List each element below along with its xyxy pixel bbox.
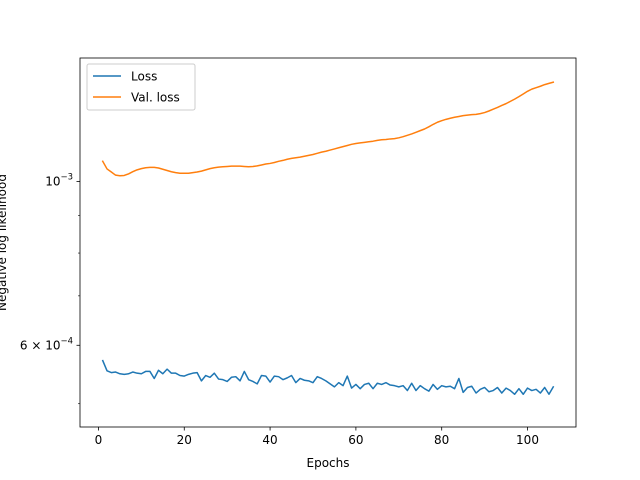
y-axis-label: Negative log likelihood bbox=[0, 174, 9, 311]
x-tick-label: 60 bbox=[348, 433, 363, 447]
x-axis-ticks: 0 20 40 60 80 100 bbox=[95, 427, 539, 447]
x-tick-label: 100 bbox=[516, 433, 539, 447]
y-tick-label: 6 × 10−4 bbox=[20, 336, 73, 352]
legend: Loss Val. loss bbox=[86, 63, 196, 111]
x-tick-label: 0 bbox=[95, 433, 103, 447]
series-line-1 bbox=[101, 81, 555, 177]
legend-label-val-loss: Val. loss bbox=[131, 91, 180, 105]
y-tick-label: 10−3 bbox=[45, 173, 73, 189]
plot-lines bbox=[101, 81, 555, 396]
x-axis-label: Epochs bbox=[307, 456, 350, 470]
x-tick-label: 80 bbox=[434, 433, 449, 447]
series-line-0 bbox=[101, 359, 555, 396]
axes-frame bbox=[79, 57, 577, 428]
legend-label-loss: Loss bbox=[131, 70, 157, 84]
x-tick-label: 40 bbox=[262, 433, 277, 447]
x-tick-label: 20 bbox=[177, 433, 192, 447]
y-axis-ticks: 10−3 6 × 10−4 bbox=[20, 173, 80, 405]
